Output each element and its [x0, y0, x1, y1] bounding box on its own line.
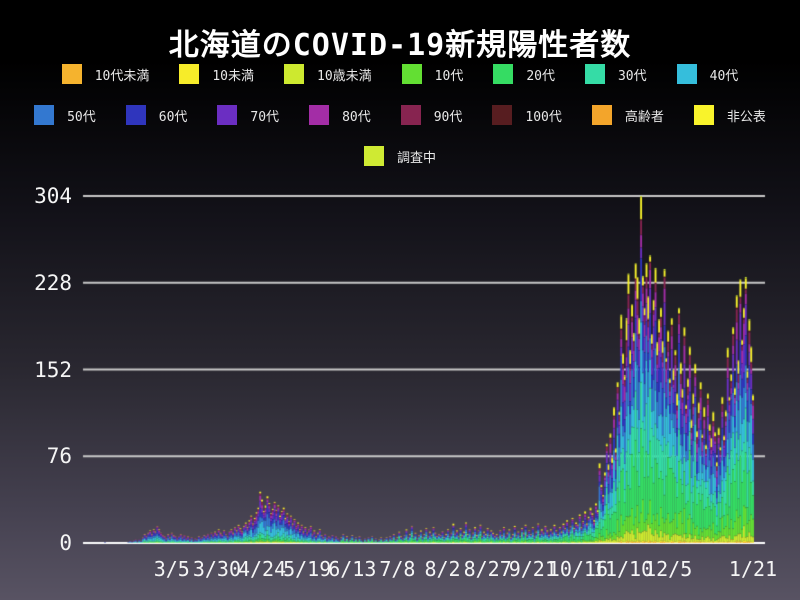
x-tick-label: 10/16	[547, 557, 609, 581]
x-tick-label: 12/5	[644, 557, 693, 581]
x-tick-label: 7/8	[379, 557, 416, 581]
x-tick-label: 11/10	[592, 557, 654, 581]
y-tick-label: 76	[46, 444, 72, 469]
x-tick-label: 5/19	[283, 557, 332, 581]
y-tick-label: 304	[34, 184, 72, 208]
x-tick-label: 8/2	[424, 557, 461, 581]
x-tick-label: 3/5	[153, 557, 190, 581]
x-tick-label: 9/21	[508, 557, 557, 581]
x-tick-label: 8/27	[463, 557, 512, 581]
y-tick-label: 152	[34, 357, 72, 382]
x-tick-label: 1/21	[728, 557, 778, 581]
y-tick-label: 228	[34, 270, 72, 295]
x-tick-label: 6/13	[328, 557, 377, 581]
x-tick-label: 3/30	[192, 557, 241, 581]
x-tick-label: 4/24	[237, 557, 287, 581]
y-tick-label: 0	[59, 531, 72, 555]
